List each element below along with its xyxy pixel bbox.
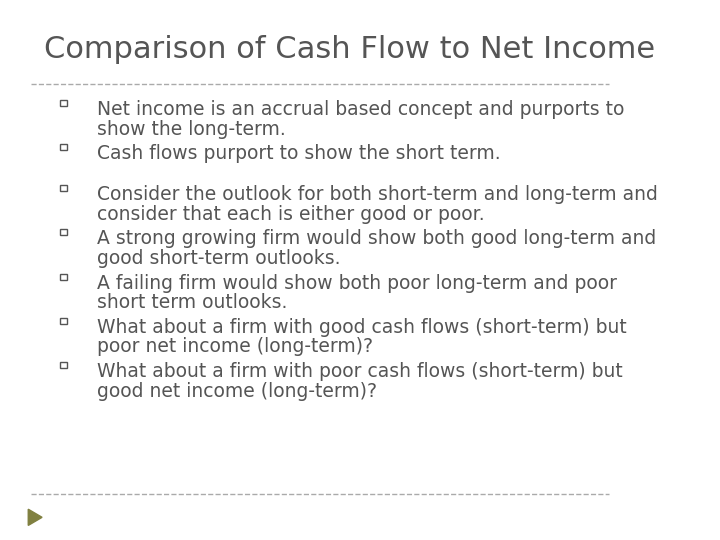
Text: poor net income (long-term)?: poor net income (long-term)? <box>97 338 373 356</box>
Text: consider that each is either good or poor.: consider that each is either good or poo… <box>97 205 485 224</box>
Text: short term outlooks.: short term outlooks. <box>97 293 288 313</box>
Bar <box>60 362 66 368</box>
Text: Consider the outlook for both short-term and long-term and: Consider the outlook for both short-term… <box>97 185 658 205</box>
Bar <box>60 274 66 280</box>
Bar <box>60 318 66 323</box>
Bar <box>60 144 66 150</box>
Bar <box>60 100 66 106</box>
Text: good net income (long-term)?: good net income (long-term)? <box>97 382 377 401</box>
Text: show the long-term.: show the long-term. <box>97 120 286 139</box>
Bar <box>60 230 66 235</box>
Text: What about a firm with good cash flows (short-term) but: What about a firm with good cash flows (… <box>97 318 627 336</box>
Polygon shape <box>28 509 42 525</box>
Text: A failing firm would show both poor long-term and poor: A failing firm would show both poor long… <box>97 274 617 293</box>
Text: good short-term outlooks.: good short-term outlooks. <box>97 249 341 268</box>
Text: Cash flows purport to show the short term.: Cash flows purport to show the short ter… <box>97 144 501 163</box>
Bar <box>60 185 66 191</box>
Text: Net income is an accrual based concept and purports to: Net income is an accrual based concept a… <box>97 100 625 119</box>
Text: A strong growing firm would show both good long-term and: A strong growing firm would show both go… <box>97 230 657 248</box>
Text: What about a firm with poor cash flows (short-term) but: What about a firm with poor cash flows (… <box>97 362 623 381</box>
Text: Comparison of Cash Flow to Net Income: Comparison of Cash Flow to Net Income <box>44 35 655 64</box>
